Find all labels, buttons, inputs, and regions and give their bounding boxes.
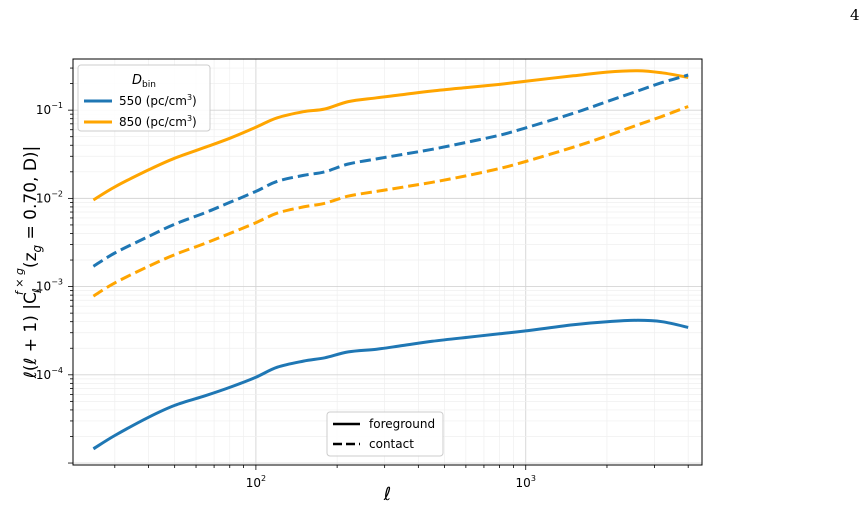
- x-tick-label: 102: [246, 474, 266, 490]
- legend-title: Dbin: [132, 73, 156, 90]
- y-axis-label: ℓ(ℓ + 1) |Cℓf × g(zg = 0.70, D)|: [13, 146, 44, 380]
- series-line: [92, 318, 689, 451]
- series-line: [92, 105, 689, 298]
- page-number: 4: [850, 6, 860, 24]
- series-line: [92, 73, 689, 268]
- y-tick-label: 10−2: [36, 189, 63, 205]
- ticks: 102 103 10−1 10−2 10−3 10−4: [36, 67, 689, 490]
- legend-type: foreground contact: [326, 411, 444, 457]
- legend-label: foreground: [369, 417, 435, 431]
- series-line: [92, 69, 689, 202]
- x-axis-label: ℓ: [383, 484, 391, 505]
- legend-label: 550 (pc/cm3): [119, 93, 197, 108]
- legend-label: 850 (pc/cm3): [119, 114, 197, 129]
- legend-box: [77, 64, 211, 132]
- y-tick-label: 10−4: [36, 366, 63, 382]
- x-tick-label: 103: [516, 474, 536, 490]
- series-layer: [92, 69, 689, 451]
- legend-dbin: Dbin 550 (pc/cm3) 850 (pc/cm3): [77, 64, 211, 132]
- y-tick-label: 10−3: [36, 278, 63, 294]
- legend-label: contact: [369, 437, 414, 451]
- y-tick-label: 10−1: [36, 101, 63, 117]
- axes-frame: [72, 58, 703, 466]
